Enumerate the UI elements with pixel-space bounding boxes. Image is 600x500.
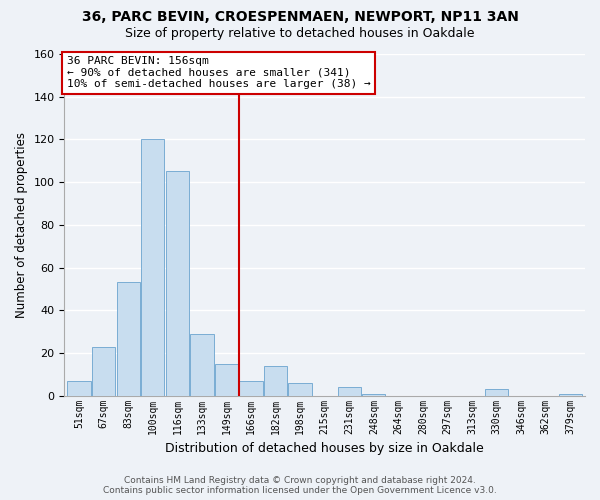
Bar: [559, 394, 582, 396]
Bar: [289, 383, 312, 396]
Bar: [116, 282, 140, 396]
Bar: [485, 389, 508, 396]
Bar: [338, 387, 361, 396]
Bar: [190, 334, 214, 396]
Y-axis label: Number of detached properties: Number of detached properties: [15, 132, 28, 318]
Text: Contains HM Land Registry data © Crown copyright and database right 2024.
Contai: Contains HM Land Registry data © Crown c…: [103, 476, 497, 495]
Bar: [92, 346, 115, 396]
Text: Size of property relative to detached houses in Oakdale: Size of property relative to detached ho…: [125, 28, 475, 40]
Bar: [166, 172, 189, 396]
Text: 36, PARC BEVIN, CROESPENMAEN, NEWPORT, NP11 3AN: 36, PARC BEVIN, CROESPENMAEN, NEWPORT, N…: [82, 10, 518, 24]
Bar: [215, 364, 238, 396]
Bar: [264, 366, 287, 396]
Bar: [141, 140, 164, 396]
Bar: [362, 394, 385, 396]
X-axis label: Distribution of detached houses by size in Oakdale: Distribution of detached houses by size …: [166, 442, 484, 455]
Text: 36 PARC BEVIN: 156sqm
← 90% of detached houses are smaller (341)
10% of semi-det: 36 PARC BEVIN: 156sqm ← 90% of detached …: [67, 56, 371, 90]
Bar: [239, 380, 263, 396]
Bar: [67, 380, 91, 396]
